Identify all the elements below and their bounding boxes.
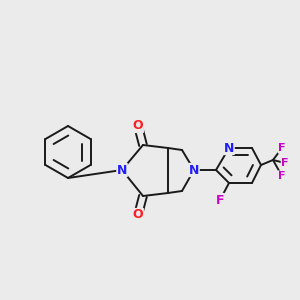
Text: O: O	[133, 119, 143, 133]
Text: F: F	[278, 143, 286, 153]
Text: F: F	[216, 194, 224, 206]
Text: F: F	[281, 158, 289, 168]
Text: N: N	[117, 164, 127, 176]
Text: F: F	[278, 171, 286, 181]
Text: N: N	[189, 164, 199, 176]
Text: O: O	[133, 208, 143, 221]
Text: N: N	[224, 142, 234, 154]
